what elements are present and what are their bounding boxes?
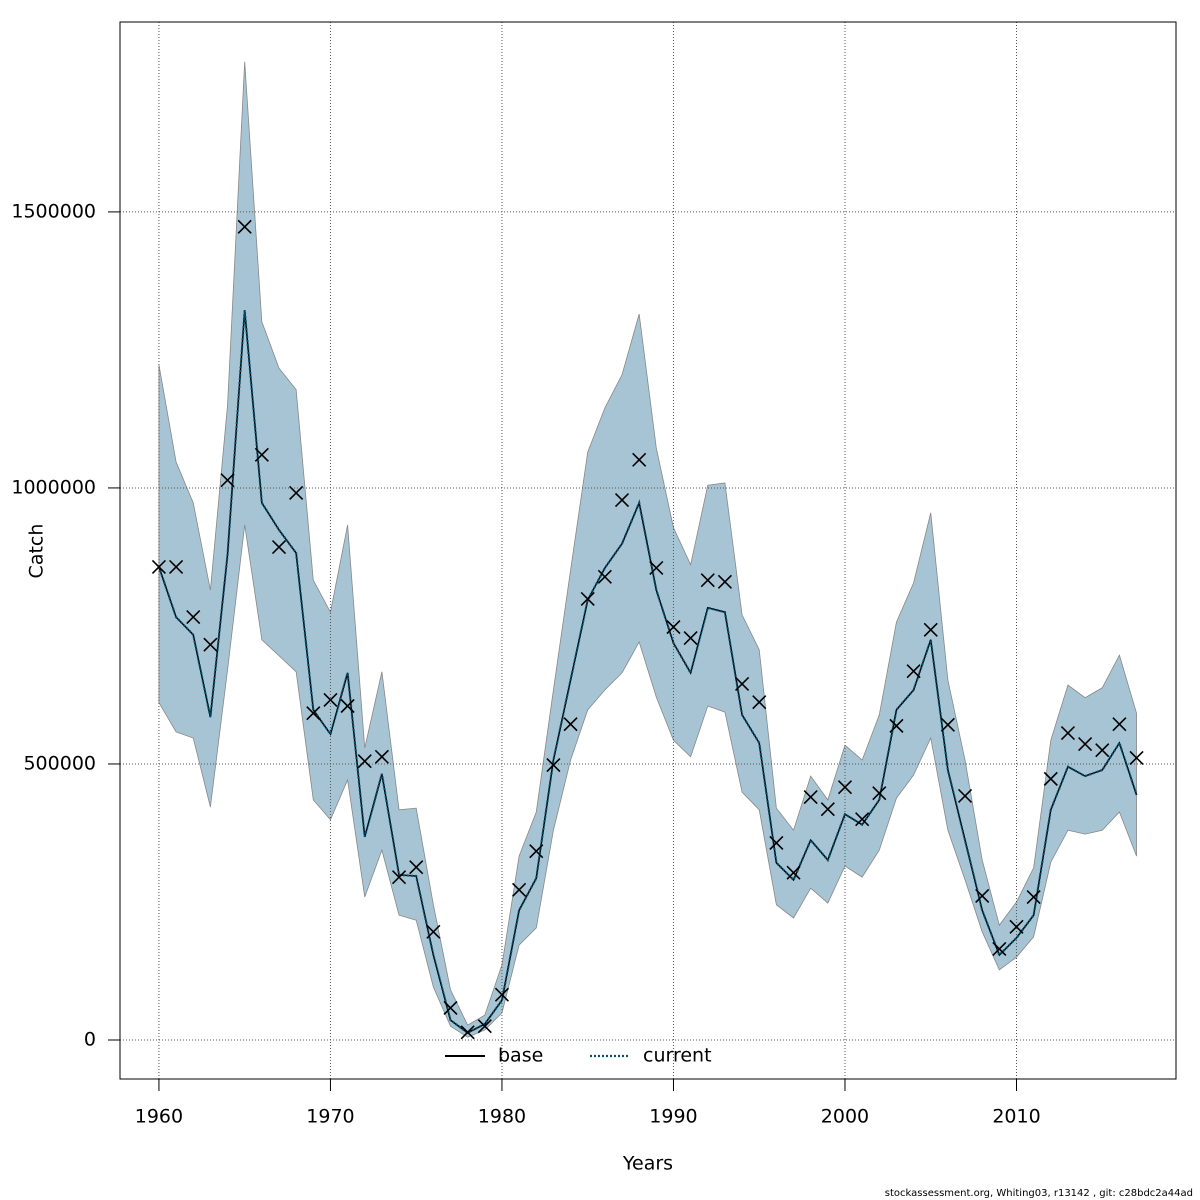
x-tick-label: 2000 <box>821 1106 869 1128</box>
observed-point <box>786 865 801 880</box>
observed-point <box>632 452 647 467</box>
legend-label: base <box>498 1045 543 1067</box>
x-tick-label: 1980 <box>478 1106 526 1128</box>
observed-point <box>597 569 612 584</box>
y-tick-label: 0 <box>84 1028 96 1050</box>
observed-point <box>872 786 887 801</box>
observed-point <box>237 219 252 234</box>
observed-point <box>1060 725 1076 741</box>
observed-point <box>735 676 750 691</box>
series-line <box>157 310 1138 1035</box>
observed-point <box>1112 717 1127 732</box>
observed-point <box>820 802 835 817</box>
observed-point <box>752 695 767 710</box>
observed-point <box>529 844 544 859</box>
observed-point <box>855 812 870 827</box>
y-tick-label: 1500000 <box>11 200 96 222</box>
observed-point <box>1009 919 1024 934</box>
observed-point <box>169 559 184 574</box>
observed-point <box>220 473 235 488</box>
y-axis-label: Catch <box>26 524 48 579</box>
observed-point <box>151 559 166 574</box>
observed-point <box>957 788 973 804</box>
observed-point <box>683 631 698 646</box>
observed-point <box>323 692 338 707</box>
observed-point <box>289 485 304 500</box>
observed-point <box>340 698 355 714</box>
observed-point <box>717 574 732 589</box>
observed-point <box>889 718 904 733</box>
observed-point <box>271 539 287 555</box>
observed-point <box>426 924 441 939</box>
observed-point <box>203 637 218 652</box>
observed-point <box>1129 750 1144 765</box>
observed-point <box>512 882 527 897</box>
y-tick-label: 1000000 <box>11 476 96 498</box>
observed-point <box>992 941 1007 956</box>
observed-point <box>1095 743 1110 758</box>
observed-point <box>649 560 664 576</box>
observed-point <box>614 493 630 508</box>
observed-point <box>391 870 407 885</box>
observed-point <box>186 610 201 625</box>
observed-point <box>803 790 818 805</box>
observed-point <box>477 1019 492 1034</box>
x-tick-label: 1990 <box>649 1106 697 1128</box>
observed-point <box>1026 889 1041 905</box>
observed-point <box>443 1000 458 1016</box>
x-tick-label: 2010 <box>992 1106 1040 1128</box>
observed-point <box>494 987 510 1002</box>
plot-frame <box>119 21 1177 1080</box>
legend-label: current <box>643 1045 712 1067</box>
x-tick-label: 1960 <box>135 1106 183 1128</box>
observed-point <box>923 622 938 637</box>
observed-point <box>1043 771 1058 786</box>
x-tick-label: 1970 <box>306 1106 354 1128</box>
observed-point <box>460 1025 475 1040</box>
observed-point <box>546 758 561 773</box>
observed-point <box>1078 737 1093 752</box>
observed-point <box>374 749 389 764</box>
observed-point <box>306 706 321 721</box>
observed-point <box>254 447 269 462</box>
observed-point <box>580 591 595 606</box>
x-axis-label: Years <box>622 1153 673 1175</box>
observed-point <box>666 619 681 635</box>
observed-point <box>700 573 715 588</box>
observed-point <box>837 780 853 795</box>
observed-point <box>769 835 784 850</box>
footer: stockassessment.org, Whiting03, r13142 ,… <box>885 1188 1193 1199</box>
y-tick-label: 500000 <box>23 752 96 774</box>
observed-point <box>975 888 990 903</box>
observed-point <box>357 754 372 769</box>
observed-point <box>409 860 424 875</box>
observed-point <box>906 664 921 679</box>
observed-point <box>563 717 578 732</box>
observed-point <box>940 717 955 732</box>
